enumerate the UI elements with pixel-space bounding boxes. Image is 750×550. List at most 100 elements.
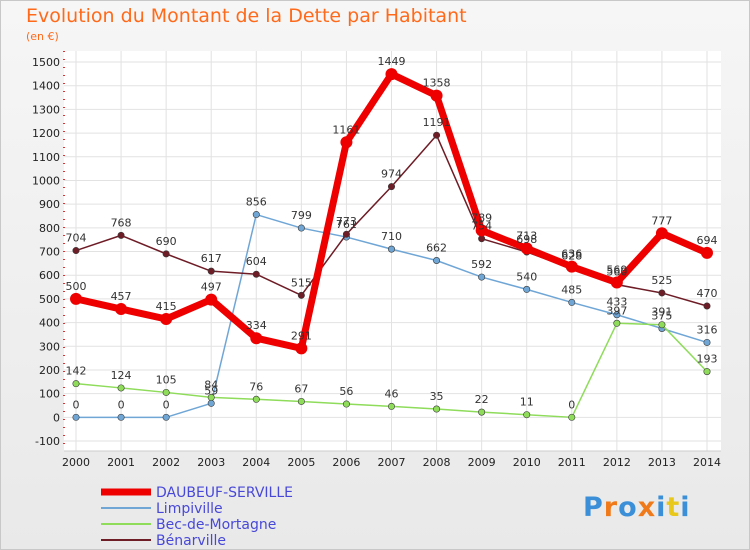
y-tick-label: 600 [39,269,60,282]
data-label: 124 [111,369,132,382]
data-label: 193 [697,353,718,366]
data-point [701,246,713,259]
data-label: 773 [336,215,357,228]
y-tick-label: 300 [39,340,60,353]
x-tick-label: 2002 [152,456,180,469]
data-point [658,289,666,297]
data-label: 754 [471,220,492,233]
data-point [207,399,215,407]
data-label: 415 [156,300,177,313]
x-tick-label: 2003 [197,456,225,469]
data-label: 35 [430,390,444,403]
data-label: 59 [204,384,218,397]
x-tick-label: 2008 [423,456,451,469]
legend-label-1: Limpiville [156,501,223,517]
data-label: 628 [561,250,582,263]
data-point [613,319,621,327]
data-label: 67 [294,382,308,395]
data-label: 560 [606,266,627,279]
x-tick-label: 2006 [332,456,360,469]
data-point [658,321,666,329]
data-point [613,311,621,319]
data-point [250,332,263,345]
data-point [342,230,350,238]
logo-letter: x [637,492,657,523]
data-label: 974 [381,168,402,181]
data-label: 485 [561,283,582,296]
y-tick-label: 1000 [32,174,60,187]
chart-unit: (en €) [26,30,59,43]
data-point [387,183,395,191]
data-point [655,227,668,240]
y-tick-label: 700 [39,246,60,259]
data-point [387,402,395,410]
data-label: 316 [697,323,718,336]
logo-letter: r [603,492,619,523]
legend-label-3: Bénarville [156,533,226,549]
data-point [478,408,486,416]
data-point [478,235,486,243]
data-point [433,405,441,413]
x-tick-label: 2010 [513,456,541,469]
data-point [523,411,531,419]
data-label: 525 [651,274,672,287]
data-label: 704 [66,232,87,245]
data-point [252,395,260,403]
y-tick-label: -100 [35,435,60,448]
y-tick-label: 400 [39,317,60,330]
data-label: 698 [516,233,537,246]
data-label: 690 [156,235,177,248]
y-tick-label: 100 [39,388,60,401]
proxiti-logo: Proxiti [583,492,691,523]
data-point [72,380,80,388]
x-tick-label: 2009 [468,456,496,469]
data-point [703,368,711,376]
x-tick-label: 2014 [693,456,721,469]
data-label: 710 [381,230,402,243]
data-label: 1449 [378,55,406,68]
x-tick-label: 2000 [62,456,90,469]
data-label: 1358 [423,77,451,90]
data-label: 22 [475,393,489,406]
y-tick-label: 800 [39,222,60,235]
y-tick-label: 500 [39,293,60,306]
data-label: 0 [163,398,170,411]
data-point [117,384,125,392]
data-point [252,211,260,219]
data-point [162,413,170,421]
data-label: 0 [73,398,80,411]
logo-letter: i [656,492,667,523]
data-point [520,242,533,255]
data-point [387,245,395,253]
data-point [703,302,711,310]
data-label: 334 [246,319,267,332]
data-point [205,293,218,306]
data-point [430,89,443,102]
x-tick-label: 2001 [107,456,135,469]
data-label: 604 [246,255,267,268]
data-point [340,136,353,149]
data-point [295,342,308,355]
y-tick-label: 1500 [32,56,60,69]
data-label: 713 [516,229,537,242]
data-point [252,270,260,278]
x-tick-label: 2004 [242,456,270,469]
data-point [297,224,305,232]
legend-label-2: Bec-de-Mortagne [156,517,276,533]
data-label: 777 [651,214,672,227]
data-point [162,250,170,258]
logo-letter: i [680,492,691,523]
data-label: 375 [651,309,672,322]
data-label: 515 [291,276,312,289]
data-point [297,397,305,405]
data-point [207,393,215,401]
data-label: 0 [568,398,575,411]
data-label: 142 [66,365,87,378]
data-point [610,276,623,289]
data-point [568,413,576,421]
data-label: 457 [111,290,132,303]
data-label: 569 [606,264,627,277]
y-tick-label: 0 [53,411,60,424]
y-tick-label: 900 [39,198,60,211]
